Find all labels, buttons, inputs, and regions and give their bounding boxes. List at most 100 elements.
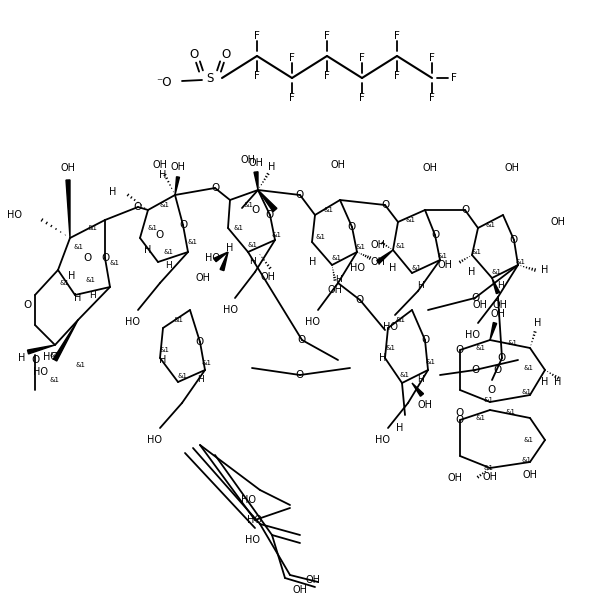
- Text: &1: &1: [505, 409, 515, 415]
- Text: OH: OH: [327, 285, 342, 295]
- Text: O: O: [456, 345, 464, 355]
- Text: &1: &1: [233, 225, 243, 231]
- Text: O: O: [252, 205, 260, 215]
- Text: HO: HO: [42, 352, 58, 362]
- Text: &1: &1: [272, 232, 282, 238]
- Polygon shape: [28, 345, 55, 354]
- Text: &1: &1: [147, 225, 157, 231]
- Text: &1: &1: [521, 457, 531, 463]
- Text: HO: HO: [125, 317, 141, 327]
- Polygon shape: [377, 250, 393, 263]
- Polygon shape: [412, 383, 423, 396]
- Text: &1: &1: [87, 225, 97, 231]
- Text: H: H: [269, 162, 276, 172]
- Text: O: O: [101, 253, 109, 263]
- Text: H: H: [541, 265, 549, 275]
- Text: &1: &1: [163, 249, 173, 255]
- Text: O: O: [179, 220, 187, 230]
- Text: HO: HO: [7, 210, 22, 220]
- Text: O: O: [296, 370, 304, 380]
- Text: O: O: [24, 300, 32, 310]
- Text: H: H: [497, 280, 504, 289]
- Text: &1: &1: [483, 397, 493, 403]
- Text: HO: HO: [306, 317, 320, 327]
- Text: O: O: [456, 415, 464, 425]
- Text: &1: &1: [187, 239, 197, 245]
- Text: &1: &1: [85, 277, 95, 283]
- Text: &1: &1: [248, 242, 258, 248]
- Text: &1: &1: [395, 317, 405, 323]
- Text: &1: &1: [243, 202, 253, 208]
- Polygon shape: [175, 177, 180, 195]
- Text: H: H: [197, 376, 203, 385]
- Text: H: H: [88, 291, 95, 300]
- Text: O: O: [196, 337, 204, 347]
- Text: OH: OH: [240, 155, 256, 165]
- Text: H: H: [389, 263, 396, 273]
- Text: H: H: [554, 377, 562, 387]
- Text: &1: &1: [315, 234, 325, 240]
- Polygon shape: [490, 323, 497, 340]
- Text: OH: OH: [437, 260, 452, 270]
- Text: H: H: [541, 377, 549, 387]
- Text: O: O: [211, 183, 219, 193]
- Polygon shape: [66, 180, 70, 238]
- Text: O: O: [471, 365, 479, 375]
- Text: OH: OH: [61, 163, 75, 173]
- Polygon shape: [254, 172, 258, 190]
- Text: &1: &1: [475, 415, 485, 421]
- Text: H: H: [468, 267, 476, 277]
- Text: &1: &1: [59, 280, 69, 286]
- Text: O: O: [510, 235, 518, 245]
- Text: O: O: [471, 293, 479, 303]
- Text: H: H: [18, 353, 26, 363]
- Text: O: O: [348, 222, 356, 232]
- Text: OH: OH: [370, 240, 385, 250]
- Text: &1: &1: [110, 260, 120, 266]
- Text: OH: OH: [505, 163, 519, 173]
- Text: OH: OH: [305, 575, 320, 585]
- Text: &1: &1: [75, 362, 85, 368]
- Text: H: H: [159, 355, 167, 365]
- Text: ⁻O: ⁻O: [157, 76, 172, 89]
- Text: &1: &1: [385, 345, 395, 351]
- Text: H: H: [164, 260, 171, 269]
- Text: O: O: [456, 408, 464, 418]
- Text: O: O: [498, 353, 506, 363]
- Text: HO: HO: [245, 535, 260, 545]
- Text: OH: OH: [522, 470, 538, 480]
- Text: O: O: [156, 230, 164, 240]
- Text: OH: OH: [370, 257, 385, 267]
- Text: O: O: [494, 365, 502, 375]
- Text: F: F: [324, 31, 330, 41]
- Text: H: H: [68, 271, 76, 281]
- Text: &1: &1: [523, 437, 533, 443]
- Text: H: H: [309, 257, 317, 267]
- Text: OH: OH: [195, 273, 210, 283]
- Text: F: F: [359, 93, 365, 103]
- Text: HO: HO: [240, 495, 256, 505]
- Text: H: H: [249, 257, 256, 266]
- Text: F: F: [429, 53, 435, 63]
- Text: &1: &1: [202, 360, 212, 366]
- Text: &1: &1: [515, 259, 525, 265]
- Text: OH: OH: [422, 163, 438, 173]
- Polygon shape: [492, 278, 499, 294]
- Text: O: O: [221, 48, 231, 60]
- Text: F: F: [394, 31, 400, 41]
- Text: &1: &1: [395, 243, 405, 249]
- Text: &1: &1: [483, 465, 493, 471]
- Text: &1: &1: [472, 249, 482, 255]
- Text: &1: &1: [50, 352, 60, 358]
- Text: O: O: [421, 335, 429, 345]
- Text: &1: &1: [523, 365, 533, 371]
- Text: H: H: [226, 243, 234, 253]
- Text: HO: HO: [247, 515, 262, 525]
- Text: &1: &1: [160, 347, 170, 353]
- Text: OH: OH: [170, 162, 186, 172]
- Text: HO: HO: [223, 305, 237, 315]
- Text: OH: OH: [551, 217, 565, 227]
- Text: &1: &1: [405, 217, 415, 223]
- Text: O: O: [488, 385, 496, 395]
- Text: OH: OH: [418, 400, 432, 410]
